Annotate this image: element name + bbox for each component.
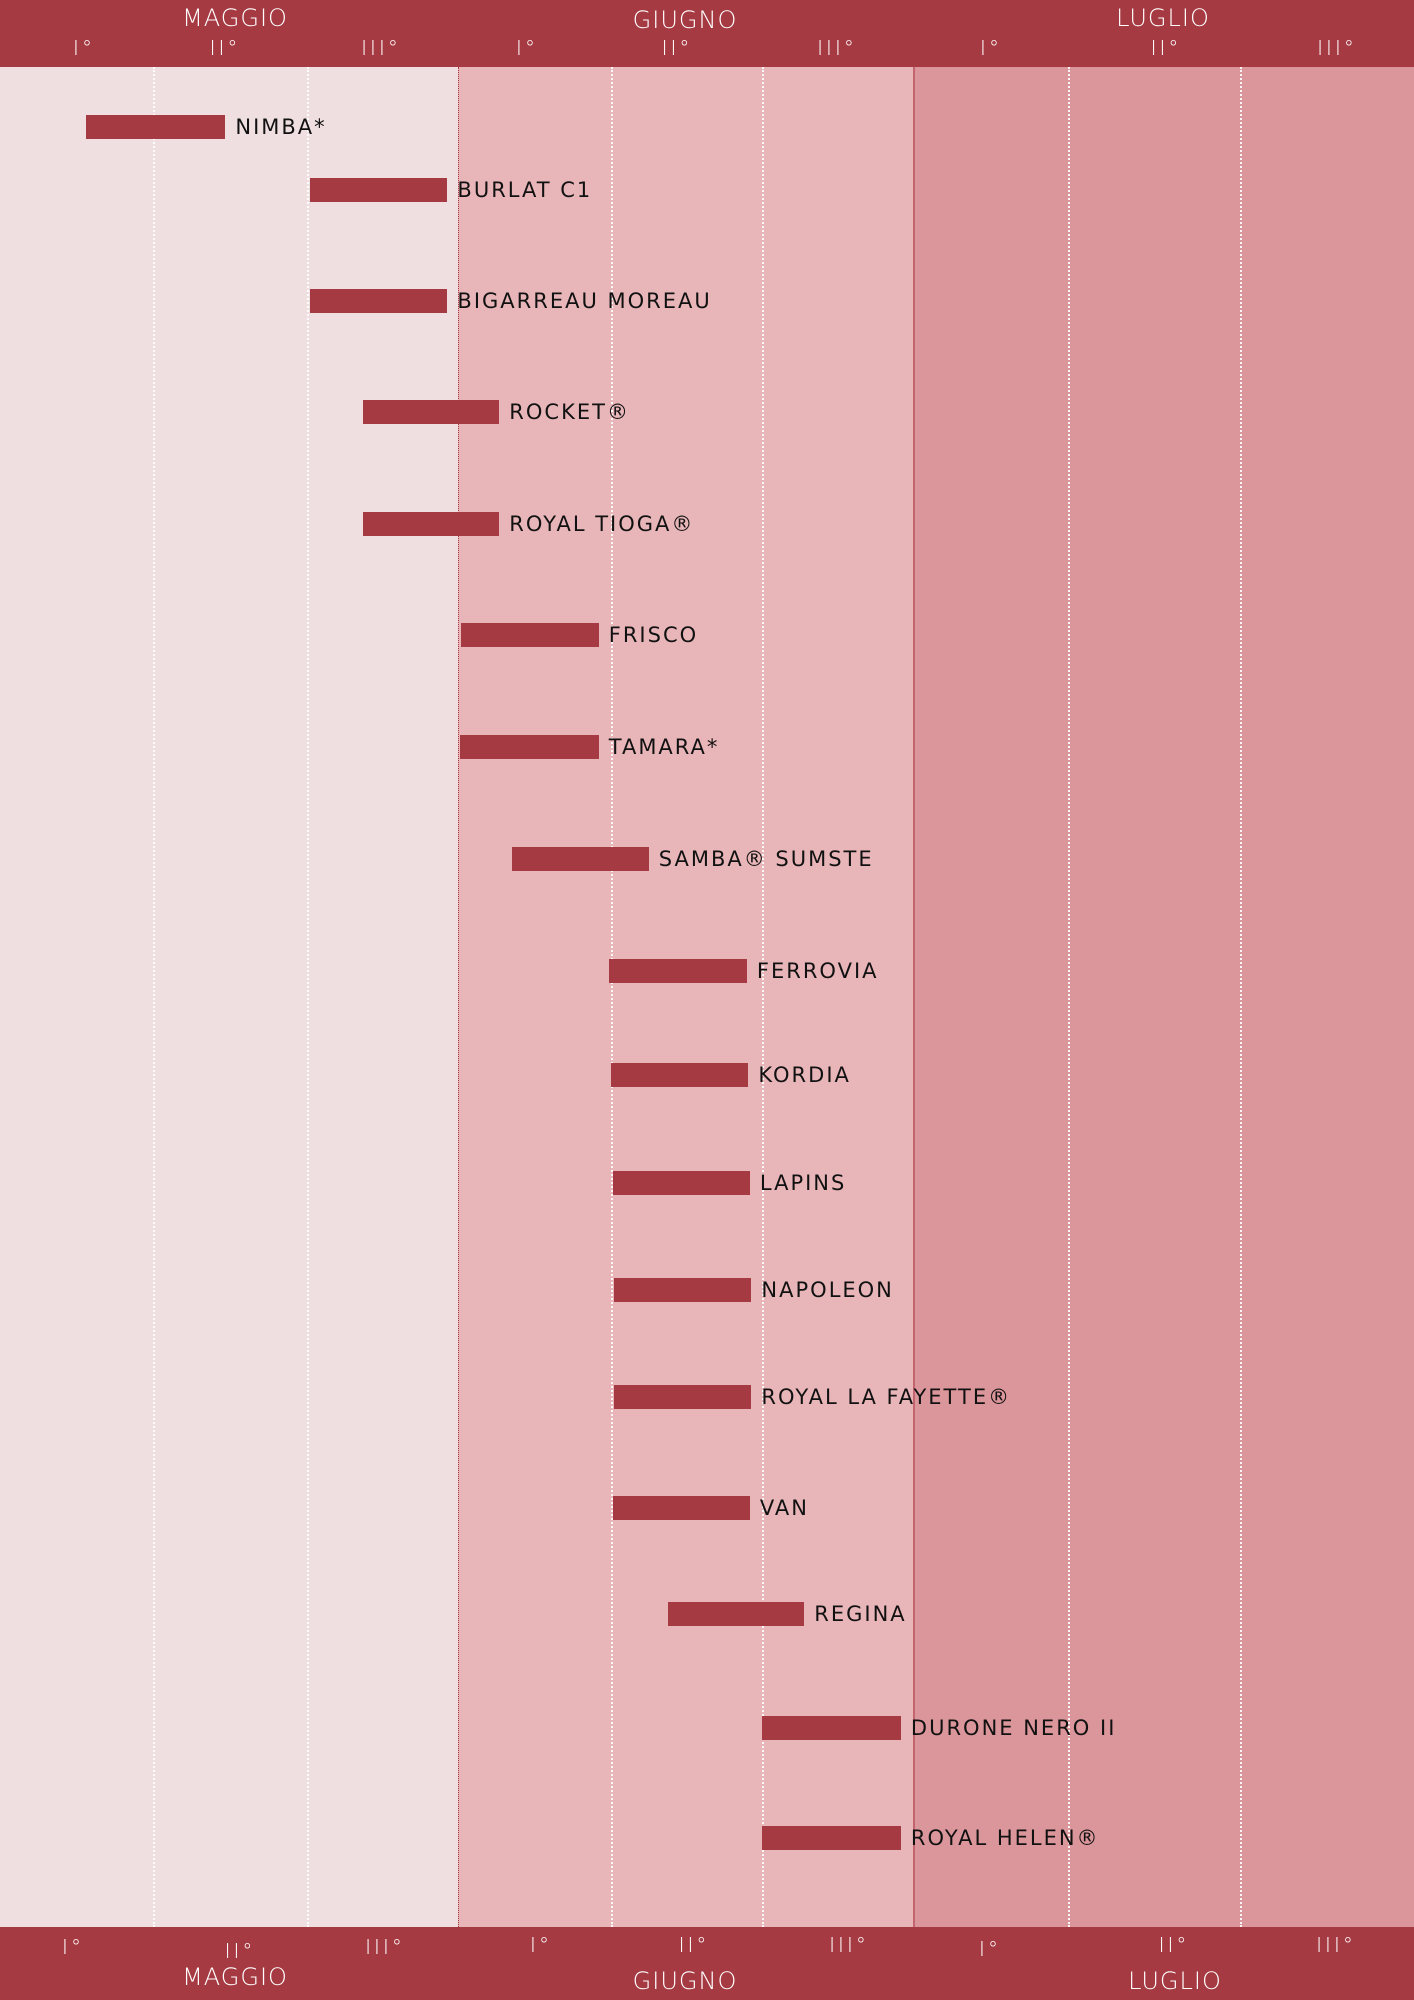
gantt-bar (85, 115, 226, 139)
gridline (153, 67, 155, 1927)
decade-label: III° (817, 36, 857, 60)
variety-label: FERROVIA (756, 959, 879, 983)
gantt-bar (459, 735, 599, 759)
variety-label: BURLAT C1 (457, 178, 593, 202)
gantt-bar (612, 1496, 750, 1520)
month-label: LUGLIO (1128, 1967, 1222, 1995)
variety-label: LAPINS (759, 1171, 847, 1195)
gantt-bar (362, 400, 500, 424)
gantt-bar (762, 1826, 901, 1850)
zone-maggio (0, 0, 458, 2000)
decade-label: II° (1158, 1933, 1190, 1957)
variety-label: NAPOLEON (761, 1278, 894, 1302)
variety-label: BIGARREAU MOREAU (457, 289, 712, 313)
gantt-bar (614, 1385, 752, 1409)
decade-label: II° (661, 36, 693, 60)
month-divider (458, 67, 459, 1927)
gantt-bar (668, 1602, 805, 1626)
decade-label: III° (1316, 1933, 1356, 1957)
decade-label: I° (980, 36, 1002, 60)
variety-label: VAN (759, 1496, 810, 1520)
variety-label: ROYAL HELEN® (910, 1826, 1100, 1850)
gantt-bar (511, 847, 649, 871)
gantt-bar (609, 959, 747, 983)
gridline (1068, 67, 1070, 1927)
decade-label: II° (224, 1939, 256, 1963)
gantt-bar (612, 1171, 750, 1195)
gridline (307, 67, 309, 1927)
month-label: LUGLIO (1116, 4, 1210, 32)
decade-label: III° (365, 1935, 405, 1959)
decade-label: I° (516, 36, 538, 60)
variety-label: REGINA (814, 1602, 907, 1626)
decade-label: II° (209, 36, 241, 60)
gantt-bar (762, 1716, 901, 1740)
gridline (762, 67, 764, 1927)
decade-label: III° (1317, 36, 1357, 60)
variety-label: KORDIA (758, 1063, 851, 1087)
decade-label: III° (829, 1933, 869, 1957)
bottom-axis: I° II° III° I° II° III° I° II° III° MAGG… (0, 1927, 1414, 2000)
decade-label: I° (73, 36, 95, 60)
variety-label: NIMBA* (235, 115, 327, 139)
variety-label: TAMARA* (608, 735, 720, 759)
variety-label: FRISCO (608, 623, 699, 647)
month-divider (913, 67, 915, 1927)
variety-label: ROYAL LA FAYETTE® (761, 1385, 1012, 1409)
month-label: MAGGIO (182, 4, 288, 32)
decade-label: II° (678, 1933, 710, 1957)
gantt-bar (461, 623, 599, 647)
month-label: GIUGNO (632, 1967, 738, 1995)
month-label: MAGGIO (182, 1963, 288, 1991)
variety-label: SAMBA® SUMSTE (658, 847, 874, 871)
gantt-bar (362, 512, 500, 536)
variety-label: ROYAL TIOGA® (509, 512, 695, 536)
zone-luglio (913, 0, 1414, 2000)
gridline (1240, 67, 1242, 1927)
zone-giugno (458, 0, 913, 2000)
gantt-bar (310, 289, 448, 313)
gantt-bar (614, 1278, 752, 1302)
top-axis: MAGGIO GIUGNO LUGLIO I° II° III° I° II° … (0, 0, 1414, 67)
decade-label: III° (361, 36, 401, 60)
gridline (611, 67, 613, 1927)
month-label: GIUGNO (632, 6, 738, 34)
gantt-bar (310, 178, 448, 202)
decade-label: I° (979, 1937, 1001, 1961)
decade-label: I° (62, 1935, 84, 1959)
variety-label: DURONE NERO II (910, 1716, 1117, 1740)
decade-label: II° (1150, 36, 1182, 60)
variety-label: ROCKET® (509, 400, 630, 424)
gantt-bar (611, 1063, 749, 1087)
decade-label: I° (530, 1933, 552, 1957)
